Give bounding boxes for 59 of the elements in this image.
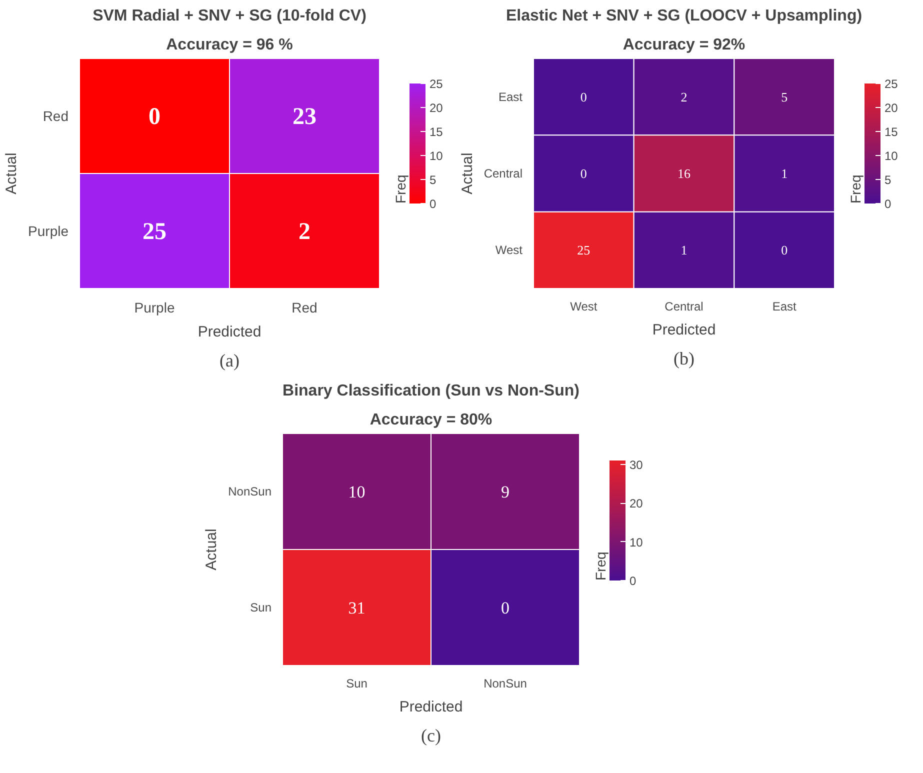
x-tick-label: Purple [134, 300, 175, 316]
chart-title: SVM Radial + SNV + SG (10-fold CV) [92, 8, 366, 24]
x-tick-label: East [772, 300, 798, 314]
color-bar-label: 20 [430, 101, 444, 115]
text: (c) [421, 726, 441, 746]
color-bar-label: 5 [430, 173, 436, 187]
color-bar-label: 20 [630, 496, 644, 511]
data-label: 0 [580, 89, 587, 104]
color-bar-title: Freq [592, 552, 608, 580]
data-label: 2 [298, 219, 310, 245]
data-label: 5 [781, 89, 788, 104]
color-bar-label: 30 [630, 458, 644, 472]
data-label: 16 [678, 166, 691, 181]
chart-title: Binary Classification (Sun vs Non-Sun) [282, 382, 580, 400]
data-label: 0 [501, 598, 510, 618]
data-label: 0 [781, 242, 788, 258]
x-tick-label: West [570, 300, 598, 314]
color-bar-label: 0 [884, 197, 892, 211]
data-label: 0 [580, 166, 587, 181]
y-tick-label: Central [484, 166, 523, 180]
x-axis-title: Predicted [198, 324, 262, 340]
y-axis-title: Actual [3, 152, 20, 194]
data-label: 23 [292, 104, 316, 130]
chart-subtitle: Accuracy = 80% [370, 412, 492, 428]
data-label: 1 [781, 166, 788, 181]
color-bar-label: 10 [630, 535, 644, 550]
chart-subtitle: Accuracy = 92% [622, 36, 746, 54]
text: (b) [674, 348, 695, 368]
y-tick-label: East [498, 90, 524, 104]
x-tick-label: Red [292, 300, 318, 316]
color-bar-label: 25 [884, 77, 898, 91]
chart-title: Elastic Net + SNV + SG (LOOCV + Upsampling) [506, 8, 862, 24]
color-bar-label: 5 [884, 173, 892, 187]
color-bar-label: 10 [430, 149, 444, 163]
y-axis-title: Actual [203, 528, 220, 570]
data-label: 0 [148, 104, 160, 130]
x-tick-label: Central [664, 300, 704, 314]
color-bar-title: Freq [392, 174, 408, 204]
color-bar-label: 15 [884, 125, 898, 139]
color-bar-label: 0 [430, 197, 436, 211]
color-bar-label: 15 [430, 125, 444, 139]
data-label: 25 [142, 219, 166, 245]
y-axis-title: Actual [458, 152, 476, 194]
y-tick-label: West [495, 243, 524, 258]
color-bar-label: 0 [630, 574, 636, 588]
data-label: 2 [680, 89, 688, 104]
data-label: 1 [680, 242, 688, 258]
data-label: 25 [577, 242, 590, 258]
color-bar-label: 10 [884, 149, 898, 163]
text: (a) [220, 350, 240, 370]
data-label: 9 [501, 482, 510, 502]
data-label: 10 [348, 482, 366, 502]
color-bar-title: Freq [848, 174, 864, 204]
data-label: 31 [348, 598, 366, 618]
x-axis-title: Predicted [399, 698, 463, 716]
x-axis-title: Predicted [652, 322, 716, 338]
chart-subtitle: Accuracy = 96 % [166, 36, 293, 54]
color-bar-label: 20 [884, 101, 898, 115]
color-bar-label: 25 [430, 77, 444, 91]
